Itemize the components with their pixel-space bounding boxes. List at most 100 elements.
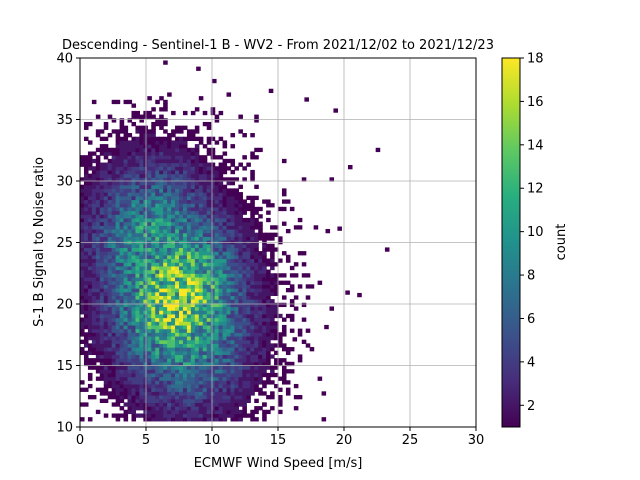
heatmap-cell [95, 347, 101, 352]
heatmap-cell [206, 199, 212, 204]
heatmap-cell [167, 354, 172, 359]
heatmap-cell [238, 262, 243, 267]
heatmap-cell [242, 203, 247, 208]
heatmap-cell [167, 413, 172, 418]
heatmap-cell [214, 217, 220, 223]
heatmap-cell [198, 228, 204, 234]
heatmap-cell [206, 306, 212, 311]
heatmap-cell [194, 276, 200, 282]
heatmap-cell [230, 395, 236, 400]
heatmap-cell [186, 251, 192, 256]
heatmap-cell [103, 262, 109, 267]
heatmap-cell [123, 206, 129, 212]
heatmap-cell [214, 140, 220, 145]
heatmap-cell [127, 372, 133, 378]
heatmap-cell [155, 376, 160, 381]
heatmap-cell [119, 147, 125, 153]
heatmap-cell [262, 339, 267, 344]
heatmap-cell [139, 406, 144, 411]
heatmap-cell [222, 383, 228, 389]
heatmap-cell [210, 398, 216, 403]
heatmap-cell [250, 210, 255, 215]
heatmap-cell [119, 177, 125, 182]
heatmap-cell [262, 343, 267, 348]
heatmap-cell [270, 302, 275, 308]
heatmap-cell [159, 203, 164, 208]
heatmap-cell [139, 276, 144, 282]
heatmap-cell [119, 181, 125, 186]
heatmap-cell [127, 243, 133, 249]
heatmap-cell [107, 332, 113, 337]
heatmap-cell [147, 380, 152, 385]
heatmap-cell [266, 372, 271, 378]
heatmap-cell [159, 155, 164, 160]
heatmap-cell [80, 402, 85, 407]
heatmap-cell [258, 313, 263, 319]
heatmap-cell [262, 321, 267, 326]
heatmap-cell [258, 284, 263, 289]
heatmap-cell [163, 188, 168, 193]
heatmap-cell [139, 228, 144, 234]
heatmap-cell [206, 358, 212, 363]
heatmap-cell [206, 328, 212, 333]
heatmap-cell [194, 306, 200, 311]
heatmap-cell [202, 247, 208, 252]
heatmap-cell [234, 358, 239, 363]
heatmap-cell [246, 269, 251, 274]
heatmap-cell [159, 372, 164, 378]
heatmap-cell [179, 236, 184, 241]
heatmap-cell [107, 195, 113, 201]
heatmap-cell [262, 324, 267, 330]
heatmap-cell [111, 118, 117, 123]
heatmap-cell [151, 206, 156, 212]
heatmap-cell [131, 195, 137, 201]
heatmap-cell [163, 184, 168, 189]
heatmap-cell [210, 354, 216, 359]
heatmap-cell [111, 265, 117, 271]
heatmap-cell [198, 358, 204, 363]
heatmap-cell [147, 387, 152, 392]
heatmap-cell [186, 280, 192, 285]
heatmap-cell [194, 210, 200, 215]
heatmap-cell [119, 299, 125, 304]
heatmap-cell [210, 162, 216, 167]
heatmap-cell [80, 284, 85, 289]
heatmap-cell [210, 291, 216, 296]
heatmap-cell [254, 258, 259, 263]
heatmap-cell [242, 354, 247, 359]
heatmap-cell [250, 225, 255, 230]
heatmap-cell [258, 236, 263, 241]
heatmap-cell [99, 273, 105, 278]
heatmap-cell [238, 269, 243, 274]
heatmap-cell [190, 332, 196, 337]
heatmap-cell [182, 324, 188, 330]
heatmap-cell [95, 192, 101, 197]
heatmap-cell [230, 210, 236, 215]
heatmap-cell [182, 158, 188, 164]
heatmap-cell [147, 406, 152, 411]
heatmap-cell [190, 166, 196, 171]
heatmap-cell [214, 184, 220, 189]
heatmap-cell [266, 310, 271, 315]
heatmap-cell [163, 210, 168, 215]
heatmap-cell [139, 295, 144, 300]
heatmap-cell [198, 184, 204, 189]
heatmap-cell [91, 328, 97, 333]
heatmap-cell [151, 335, 156, 341]
heatmap-cell [83, 332, 89, 337]
heatmap-cell [198, 280, 204, 285]
heatmap-cell [238, 195, 243, 201]
heatmap-cell [91, 254, 97, 260]
heatmap-cell [270, 328, 275, 333]
heatmap-cell [190, 347, 196, 352]
heatmap-cell [115, 199, 121, 204]
heatmap-cell [214, 347, 220, 352]
heatmap-cell [234, 350, 239, 356]
heatmap-cell [95, 276, 101, 282]
heatmap-cell [115, 376, 121, 381]
heatmap-cell [119, 358, 125, 363]
heatmap-cell [111, 228, 117, 234]
heatmap-cell [87, 376, 93, 381]
heatmap-cell [175, 273, 180, 278]
heatmap-cell [175, 195, 180, 201]
